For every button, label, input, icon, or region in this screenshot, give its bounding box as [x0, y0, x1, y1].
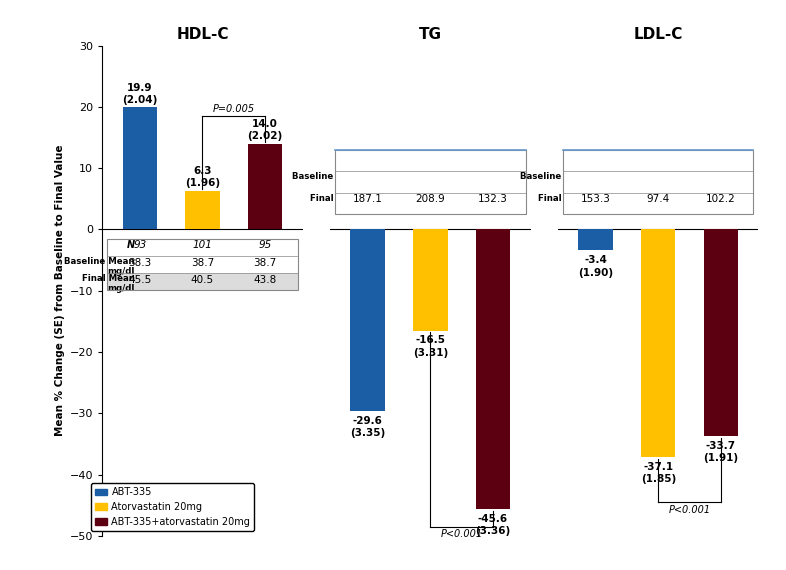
Text: 159.9: 159.9 — [706, 173, 736, 183]
Text: -29.6
(3.35): -29.6 (3.35) — [350, 416, 385, 438]
Bar — [703, 229, 738, 436]
Text: Baseline Mean
mg/dl: Baseline Mean mg/dl — [292, 173, 362, 191]
Text: 157.3: 157.3 — [643, 173, 674, 183]
Text: Final Mean
mg/dl: Final Mean mg/dl — [538, 194, 590, 213]
Text: 153.3: 153.3 — [581, 194, 611, 205]
Text: N: N — [127, 241, 134, 250]
Title: HDL-C: HDL-C — [176, 27, 229, 42]
Text: 105: 105 — [483, 152, 503, 162]
Bar — [335, 150, 526, 214]
Bar — [185, 191, 219, 229]
Text: 97: 97 — [589, 152, 602, 162]
Text: 19.9
(2.04): 19.9 (2.04) — [122, 83, 157, 105]
Bar — [641, 229, 675, 457]
Text: N: N — [354, 152, 362, 162]
Text: 38.7: 38.7 — [253, 258, 277, 267]
Y-axis label: Mean % Change (SE) from Baseline to Final Value: Mean % Change (SE) from Baseline to Fina… — [56, 145, 65, 437]
Title: TG: TG — [419, 27, 442, 42]
Text: 38.7: 38.7 — [191, 258, 214, 267]
Text: 108: 108 — [421, 152, 440, 162]
Bar — [413, 229, 447, 331]
Text: 40.5: 40.5 — [191, 275, 214, 285]
Bar — [107, 273, 298, 290]
Text: 104: 104 — [358, 152, 377, 162]
Bar — [351, 229, 385, 411]
Text: 6.3
(1.96): 6.3 (1.96) — [185, 166, 220, 188]
Text: Final Mean
mg/dl: Final Mean mg/dl — [82, 274, 134, 293]
Text: 289.8: 289.8 — [353, 173, 383, 183]
Text: 45.5: 45.5 — [128, 275, 152, 285]
Text: -45.6
(3.36): -45.6 (3.36) — [476, 514, 511, 536]
Title: LDL-C: LDL-C — [634, 27, 683, 42]
Text: -16.5
(3.31): -16.5 (3.31) — [413, 335, 448, 358]
Bar — [578, 229, 613, 250]
Bar — [248, 144, 282, 229]
Text: 103: 103 — [648, 152, 668, 162]
Text: Final Mean
mg/dl: Final Mean mg/dl — [310, 194, 362, 213]
Text: 166.0: 166.0 — [581, 173, 611, 183]
Bar — [476, 229, 510, 509]
Text: -3.4
(1.90): -3.4 (1.90) — [578, 255, 613, 278]
Text: P<0.001: P<0.001 — [441, 529, 483, 539]
Text: 95: 95 — [259, 241, 272, 250]
Text: 43.8: 43.8 — [253, 275, 277, 285]
Bar — [123, 108, 157, 229]
Text: 264.5: 264.5 — [478, 173, 508, 183]
Text: -33.7
(1.91): -33.7 (1.91) — [703, 441, 739, 463]
Text: 268.4: 268.4 — [415, 173, 446, 183]
Text: 208.9: 208.9 — [416, 194, 445, 205]
Text: Baseline Mean
mg/dl: Baseline Mean mg/dl — [520, 173, 590, 191]
Text: 187.1: 187.1 — [353, 194, 383, 205]
Text: N: N — [582, 152, 590, 162]
Text: P=0.005: P=0.005 — [213, 104, 255, 114]
Text: 97.4: 97.4 — [647, 194, 670, 205]
Text: 38.3: 38.3 — [128, 258, 152, 267]
Text: 102.2: 102.2 — [706, 194, 736, 205]
Bar — [107, 239, 298, 290]
Text: 14.0
(2.02): 14.0 (2.02) — [248, 119, 283, 141]
Text: Baseline Mean
mg/dl: Baseline Mean mg/dl — [64, 257, 134, 276]
Text: P<0.001: P<0.001 — [669, 504, 711, 515]
Legend: ABT-335, Atorvastatin 20mg, ABT-335+atorvastatin 20mg: ABT-335, Atorvastatin 20mg, ABT-335+ator… — [91, 483, 254, 531]
Text: 132.3: 132.3 — [478, 194, 508, 205]
Bar — [335, 193, 526, 214]
Text: 97: 97 — [714, 152, 728, 162]
Bar — [563, 150, 754, 214]
Text: 93: 93 — [133, 241, 146, 250]
Bar — [563, 193, 754, 214]
Text: -37.1
(1.85): -37.1 (1.85) — [641, 462, 676, 484]
Text: 101: 101 — [193, 241, 212, 250]
